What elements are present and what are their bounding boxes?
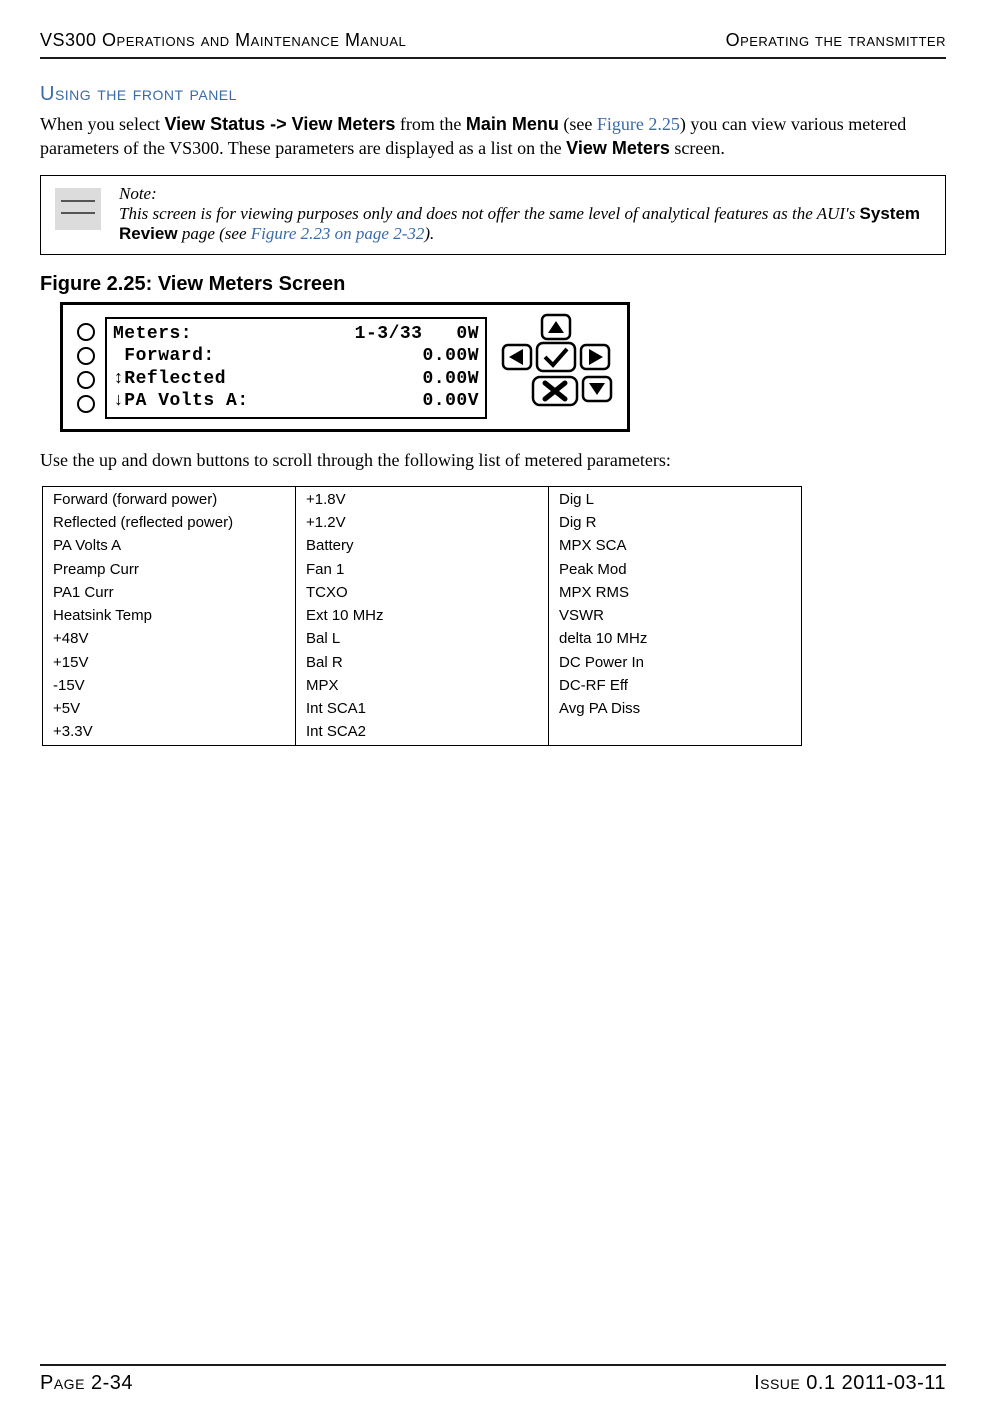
param: VSWR: [559, 604, 791, 627]
down-button[interactable]: [583, 377, 611, 401]
table-col-1: +1.8V +1.2V Battery Fan 1 TCXO Ext 10 MH…: [296, 486, 549, 745]
intro-mid1: from the: [395, 114, 465, 134]
param: Forward (forward power): [53, 488, 285, 511]
lcd-row-0-left: Meters:: [113, 323, 192, 346]
param: Int SCA1: [306, 697, 538, 720]
param: Dig L: [559, 488, 791, 511]
lcd-row-2-left: ↕Reflected: [113, 368, 226, 391]
cancel-button[interactable]: [533, 377, 577, 405]
param: Bal R: [306, 651, 538, 674]
intro-paragraph: When you select View Status -> View Mete…: [40, 112, 946, 161]
page-header: VS300 Operations and Maintenance Manual …: [40, 30, 946, 59]
intro-end: screen.: [670, 138, 725, 158]
param: Avg PA Diss: [559, 697, 791, 720]
param: MPX: [306, 674, 538, 697]
footer-left: Page 2-34: [40, 1372, 133, 1395]
meters-parameter-table: Forward (forward power) Reflected (refle…: [42, 486, 802, 746]
left-button[interactable]: [503, 345, 531, 369]
intro-mid2: (see: [559, 114, 597, 134]
param: Fan 1: [306, 558, 538, 581]
param: +1.8V: [306, 488, 538, 511]
param: PA1 Curr: [53, 581, 285, 604]
param: +15V: [53, 651, 285, 674]
note-line2a: page (see: [178, 224, 251, 243]
param: MPX RMS: [559, 581, 791, 604]
lcd-row-3-right: 0.00V: [422, 390, 479, 413]
right-button[interactable]: [581, 345, 609, 369]
led-4: [77, 395, 95, 413]
table-row: Forward (forward power) Reflected (refle…: [43, 486, 802, 745]
header-left: VS300 Operations and Maintenance Manual: [40, 30, 406, 51]
param: delta 10 MHz: [559, 627, 791, 650]
led-3: [77, 371, 95, 389]
figure-caption: Figure 2.25: View Meters Screen: [40, 273, 946, 296]
param: Int SCA2: [306, 720, 538, 743]
param: Bal L: [306, 627, 538, 650]
view-meters-label: View Meters: [566, 138, 670, 158]
param: MPX SCA: [559, 534, 791, 557]
led-2: [77, 347, 95, 365]
ok-button[interactable]: [537, 343, 575, 371]
param: +48V: [53, 627, 285, 650]
footer-right: Issue 0.1 2011-03-11: [754, 1372, 946, 1395]
header-right: Operating the transmitter: [726, 30, 946, 51]
lcd-row-3: ↓PA Volts A: 0.00V: [113, 390, 479, 413]
param: DC Power In: [559, 651, 791, 674]
note-box: Note: This screen is for viewing purpose…: [40, 175, 946, 255]
figure-ref-link[interactable]: Figure 2.25: [597, 114, 680, 134]
note-body: Note: This screen is for viewing purpose…: [119, 184, 931, 244]
lcd-row-3-left: ↓PA Volts A:: [113, 390, 249, 413]
up-button[interactable]: [542, 315, 570, 339]
page-footer: Page 2-34 Issue 0.1 2011-03-11: [40, 1364, 946, 1395]
lcd-row-1-left: Forward:: [113, 345, 215, 368]
param: TCXO: [306, 581, 538, 604]
lcd-row-0-right: 1-3/33 0W: [355, 323, 479, 346]
param: Ext 10 MHz: [306, 604, 538, 627]
front-panel-graphic: Meters: 1-3/33 0W Forward: 0.00W ↕Reflecte…: [60, 302, 630, 432]
intro-pre: When you select: [40, 114, 164, 134]
dpad: [497, 313, 617, 423]
note-line1: This screen is for viewing purposes only…: [119, 204, 860, 223]
note-line2b: ).: [424, 224, 434, 243]
param: DC-RF Eff: [559, 674, 791, 697]
led-column: [77, 323, 95, 413]
led-1: [77, 323, 95, 341]
note-icon: [55, 188, 101, 230]
lcd-row-2-right: 0.00W: [422, 368, 479, 391]
page: VS300 Operations and Maintenance Manual …: [0, 0, 986, 1425]
note-title: Note:: [119, 184, 931, 204]
param: +5V: [53, 697, 285, 720]
lcd-screen: Meters: 1-3/33 0W Forward: 0.00W ↕Reflecte…: [105, 317, 487, 419]
param: Heatsink Temp: [53, 604, 285, 627]
lcd-row-2: ↕Reflected 0.00W: [113, 368, 479, 391]
param: Battery: [306, 534, 538, 557]
param: Peak Mod: [559, 558, 791, 581]
lcd-row-1: Forward: 0.00W: [113, 345, 479, 368]
param: Preamp Curr: [53, 558, 285, 581]
lcd-row-1-right: 0.00W: [422, 345, 479, 368]
main-menu-label: Main Menu: [466, 114, 559, 134]
param: +3.3V: [53, 720, 285, 743]
lcd-row-0: Meters: 1-3/33 0W: [113, 323, 479, 346]
param: Reflected (reflected power): [53, 511, 285, 534]
scroll-instructions: Use the up and down buttons to scroll th…: [40, 448, 946, 472]
menu-path: View Status -> View Meters: [164, 114, 395, 134]
param: PA Volts A: [53, 534, 285, 557]
param: -15V: [53, 674, 285, 697]
section-heading: Using the front panel: [40, 83, 946, 106]
param: +1.2V: [306, 511, 538, 534]
param: Dig R: [559, 511, 791, 534]
table-col-2: Dig L Dig R MPX SCA Peak Mod MPX RMS VSW…: [549, 486, 802, 745]
note-ref-link[interactable]: Figure 2.23 on page 2-32: [251, 224, 425, 243]
table-col-0: Forward (forward power) Reflected (refle…: [43, 486, 296, 745]
